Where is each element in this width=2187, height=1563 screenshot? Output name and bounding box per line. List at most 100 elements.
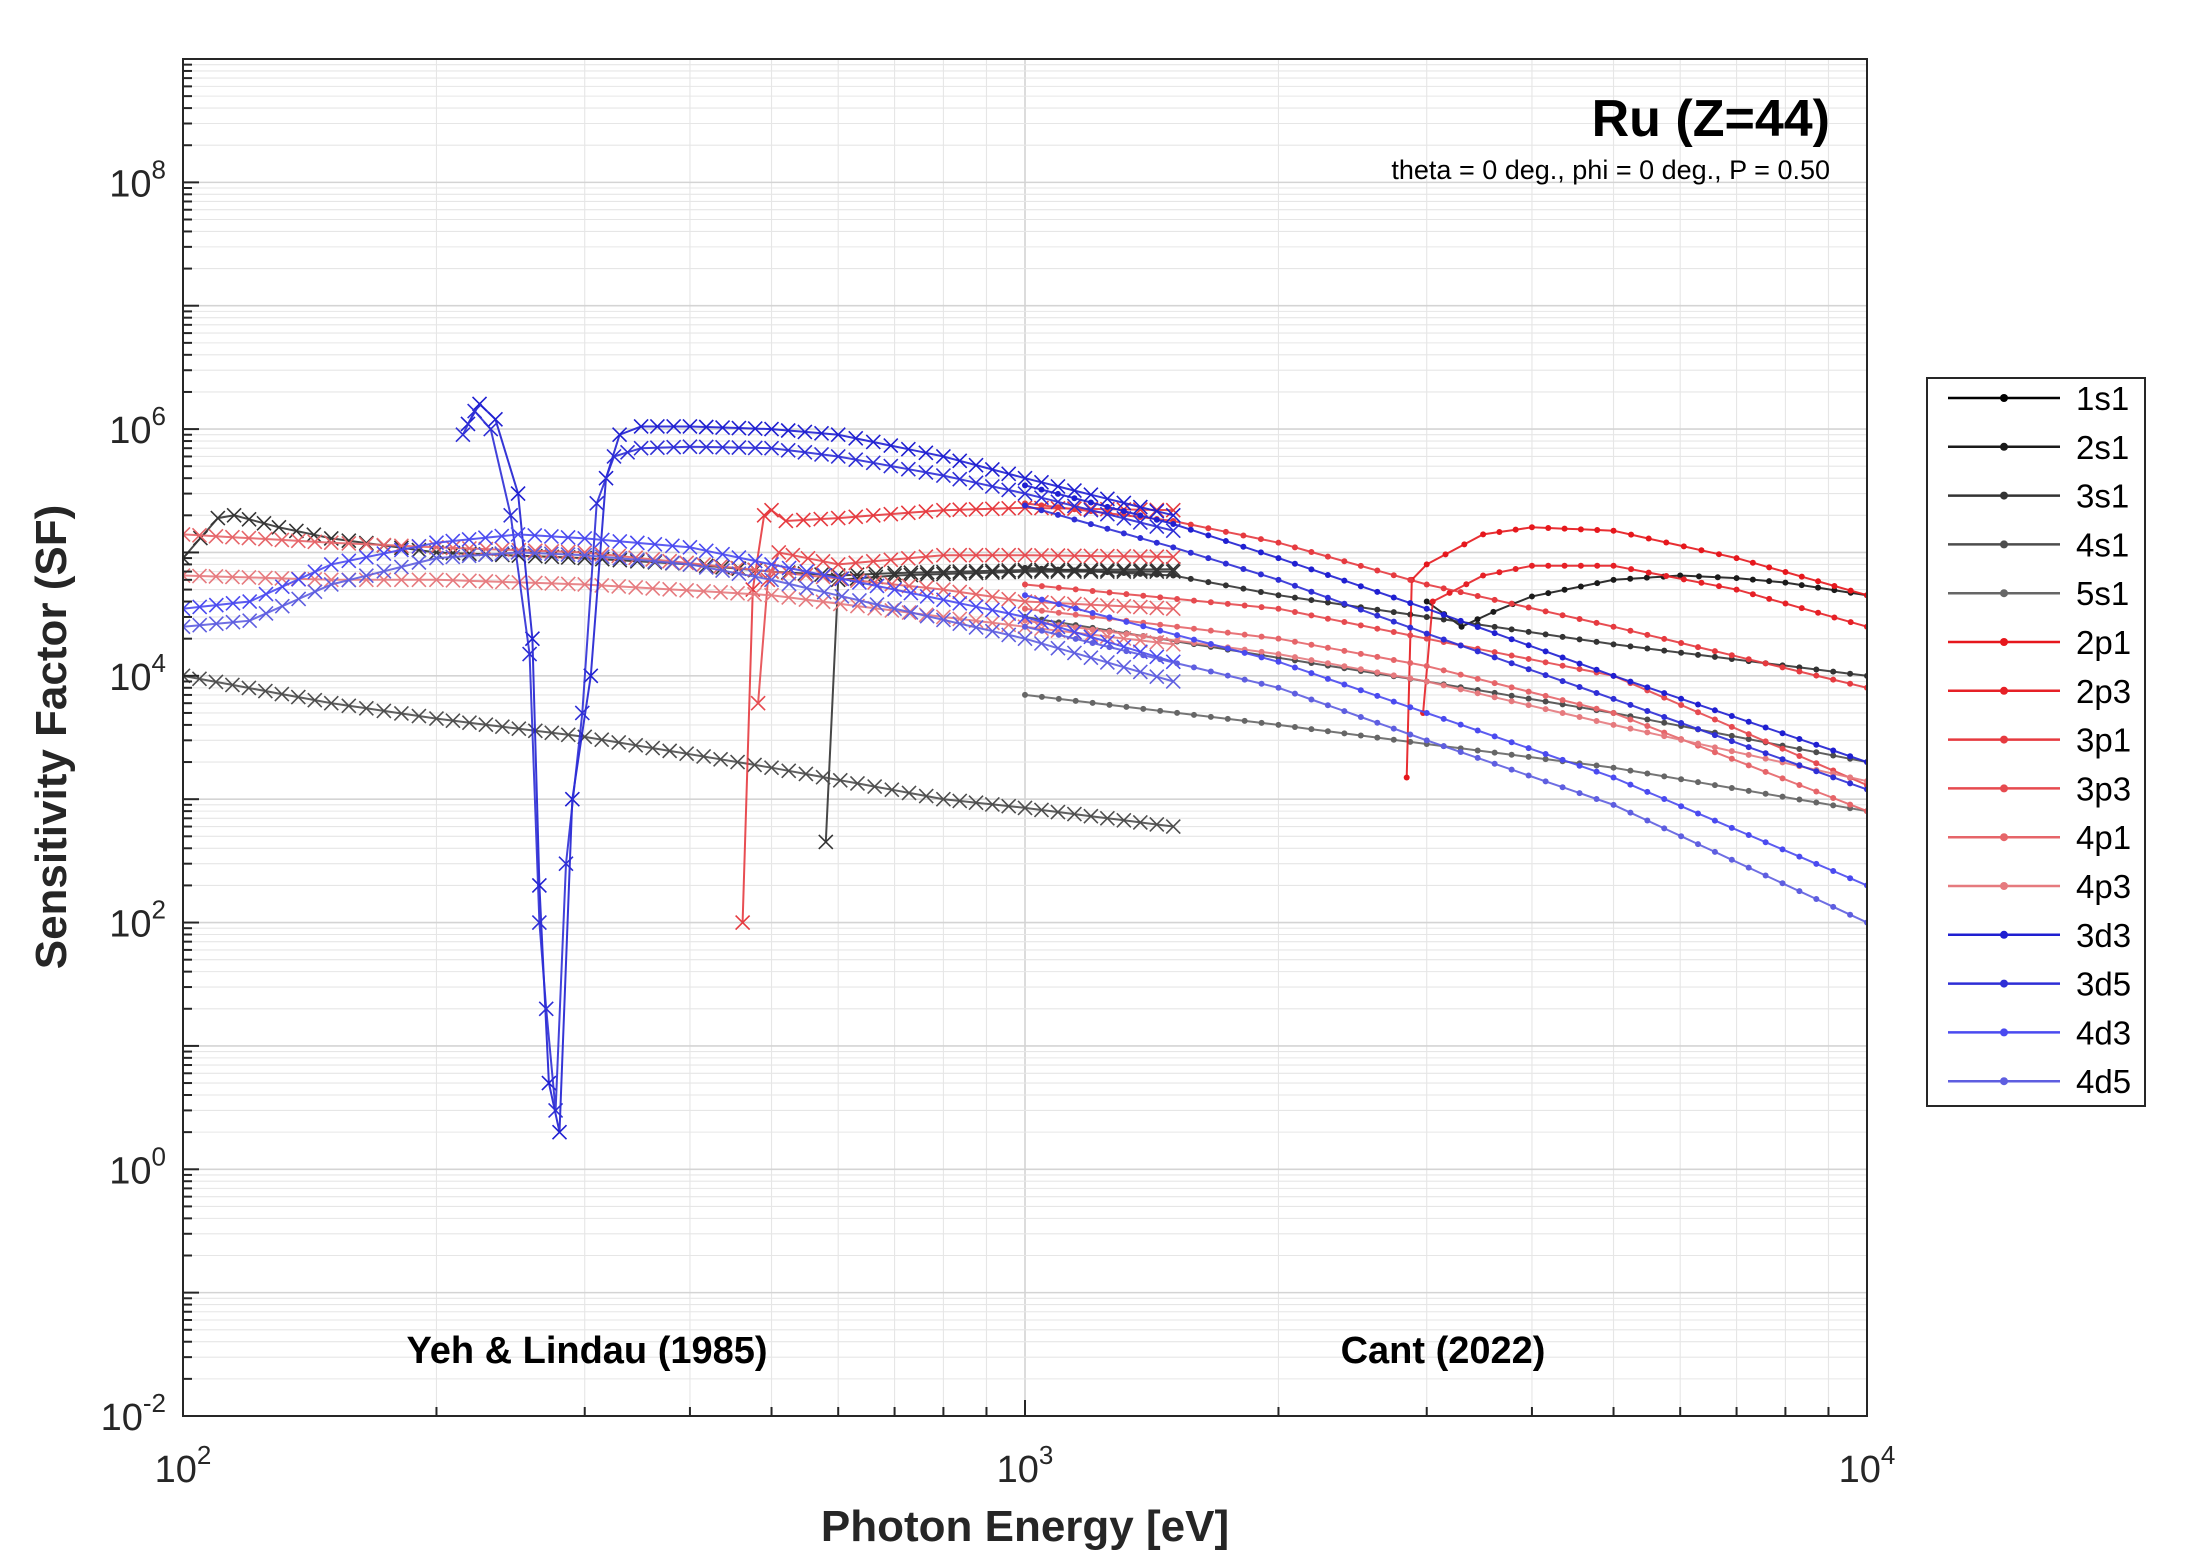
series-3d5-point — [1644, 707, 1651, 714]
grid — [182, 59, 1867, 1417]
series-4d3-point — [1174, 632, 1181, 639]
series-4p1-point — [1001, 591, 1017, 607]
series-3d3-point — [682, 418, 698, 435]
series-3d3-point — [1374, 588, 1381, 595]
series-5s1-point — [1610, 764, 1617, 771]
series-3d5-point — [1257, 571, 1264, 578]
series-3s1-point — [1830, 668, 1837, 675]
series-4p3-point — [1491, 694, 1498, 701]
series-4p3-point — [679, 582, 695, 598]
series-4p3-point — [1440, 682, 1447, 689]
legend-swatch-marker — [2000, 638, 2008, 646]
series-3s1-point — [358, 535, 374, 551]
series-4p3-point — [1847, 774, 1854, 781]
series-3d3-point — [848, 430, 864, 446]
x-axis-label: Photon Energy [eV] — [821, 1502, 1229, 1551]
series-4d5-point — [1559, 784, 1566, 791]
series-4d3-point — [323, 556, 339, 572]
series-4d5-point — [1165, 673, 1181, 690]
series-3d3-point — [1762, 724, 1769, 731]
series-4d5-point — [1207, 668, 1214, 675]
series-3s1-point — [1678, 649, 1685, 656]
series-4p1-point — [1241, 631, 1248, 638]
series-3d5-point — [1291, 582, 1298, 589]
series-2s1-point — [1561, 586, 1568, 593]
series-4p3-point — [1123, 631, 1130, 638]
series-3s1-point — [1038, 565, 1045, 572]
series-4s1-point — [849, 775, 866, 792]
series-3p1-point — [1678, 640, 1685, 647]
series-4d5-point — [291, 591, 307, 607]
series-3p3-point — [1324, 615, 1331, 622]
series-4p3-point — [1678, 736, 1685, 743]
series-4d5-point — [307, 584, 323, 600]
series-4p3-point — [191, 568, 208, 584]
series-3p3-point — [1149, 549, 1165, 565]
series-3d3-point — [1407, 600, 1414, 607]
series-4d3-point — [887, 582, 903, 598]
series-4d3-point — [919, 588, 935, 604]
series-3p1-point — [1291, 544, 1298, 551]
series-4p1-point — [1491, 680, 1498, 687]
series-4s1-point — [746, 757, 763, 773]
series-4p1-point — [1457, 671, 1464, 678]
legend-swatch-marker — [2000, 540, 2008, 549]
series-4d3-point — [1106, 614, 1113, 621]
series-3d5-point — [1116, 510, 1132, 526]
series-4s1-point — [1116, 812, 1132, 828]
series-5s1-point — [1390, 736, 1397, 743]
series-3d5-point — [968, 475, 984, 491]
series-5s1-point — [1508, 751, 1515, 758]
series-2p1-point — [1528, 524, 1535, 531]
series-2p3-point — [1680, 576, 1687, 583]
series-4p3-point — [1341, 663, 1348, 670]
legend-entry-4s1: 4s1 — [1948, 526, 2129, 563]
series-3d5-point — [715, 439, 731, 455]
series-4p3-line — [183, 574, 1174, 646]
series-3s1-point — [1222, 582, 1229, 589]
series-3d3-point — [1542, 648, 1549, 655]
series-2s1-point — [1798, 582, 1805, 589]
series-4s1-point — [1132, 814, 1148, 830]
legend-swatch-marker — [2000, 930, 2008, 939]
legend-label: 3d3 — [2076, 917, 2131, 954]
series-3p3-point — [1341, 619, 1348, 626]
series-4p1-point — [1525, 688, 1532, 695]
series-3s1-point — [1291, 594, 1298, 601]
series-3p3 — [750, 544, 1867, 789]
series-4d5-point — [869, 597, 885, 613]
series-4p1-point — [191, 527, 208, 543]
series-4p1-point — [1165, 601, 1181, 617]
series-3s1-point — [1593, 638, 1600, 645]
series-4d3-point — [510, 526, 526, 542]
series-4s1-point — [445, 713, 461, 729]
series-4s1-point — [1099, 810, 1115, 826]
series-4p1-point — [1374, 653, 1381, 660]
legend-entry-3d5: 3d5 — [1948, 966, 2131, 1003]
series-3d3-point — [1132, 499, 1148, 515]
series-3d5-point — [589, 495, 605, 511]
series-4d5-point — [731, 566, 747, 582]
series-4d5-point — [594, 549, 610, 565]
series-3s1-point — [935, 564, 952, 580]
series-4d3-point — [1341, 681, 1348, 688]
series-3p3-point — [1275, 605, 1282, 612]
series-3s1-point — [1423, 613, 1430, 620]
series-4p3-point — [393, 572, 409, 588]
series-3p1-point — [1205, 525, 1212, 532]
series-3p1-point — [763, 502, 780, 518]
series-4p1-point — [1407, 660, 1414, 667]
series-3p3-point — [1374, 625, 1381, 632]
series-3p1-point — [1762, 660, 1769, 667]
series-4d5-point — [1593, 795, 1600, 802]
series-3d3-point — [1440, 611, 1447, 618]
series-4s1-point — [1745, 736, 1752, 743]
series-2p1-point — [1798, 573, 1805, 580]
series-3p1-point — [1610, 623, 1617, 630]
series-4d5 — [183, 544, 1867, 926]
series-4p3-point — [1407, 675, 1414, 682]
series-2p3-point — [1782, 600, 1789, 607]
series-3p3-point — [1207, 599, 1214, 606]
series-5s1-point — [1324, 728, 1331, 735]
series-3d3-point — [698, 419, 714, 435]
